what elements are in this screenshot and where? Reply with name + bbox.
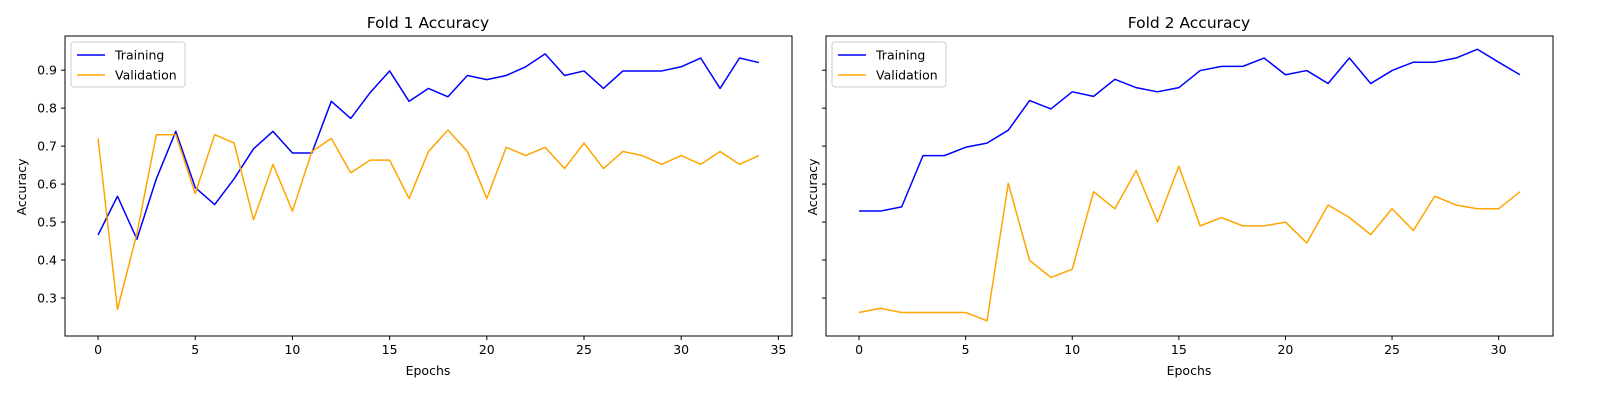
y-tick-label: 0.6	[37, 177, 57, 192]
y-tick-label: 0.3	[37, 291, 57, 306]
legend-label-training: Training	[875, 48, 925, 63]
x-tick-label: 20	[1277, 342, 1293, 357]
legend: Training Validation	[70, 41, 186, 88]
x-tick-label: 10	[1064, 342, 1080, 357]
y-tick-label: 0.8	[37, 101, 57, 116]
legend: Training Validation	[831, 41, 947, 88]
y-tick-label: 0.5	[37, 215, 57, 230]
series-line-validation	[97, 129, 760, 311]
legend-label-training: Training	[114, 48, 164, 63]
x-tick-label: 0	[94, 342, 102, 357]
y-tick-label: 0.9	[37, 63, 57, 78]
x-tick-label: 20	[479, 342, 495, 357]
x-tick-label: 35	[770, 342, 786, 357]
y-tick-label: 0.4	[37, 253, 57, 268]
x-tick-label: 30	[673, 342, 689, 357]
x-tick-label: 0	[855, 342, 863, 357]
legend-label-validation: Validation	[115, 68, 177, 83]
x-tick-label: 15	[382, 342, 398, 357]
x-tick-label: 25	[576, 342, 592, 357]
chart-title: Fold 1 Accuracy	[367, 14, 489, 32]
x-tick-label: 15	[1171, 342, 1187, 357]
chart-panel-fold-1: Fold 1 Accuracy Epochs Accuracy 0 5 10 15 20…	[14, 14, 793, 378]
plot-area: 0 5 10 15 20 25 30 Training Validation	[822, 35, 1554, 357]
x-axis-label: Epochs	[1167, 363, 1212, 378]
legend-label-validation: Validation	[876, 68, 938, 83]
plot-area: 0 5 10 15 20 25 30 35 0.3 0.4 0.5 0.6 0.7 0.8 0.9 Train…	[37, 35, 793, 357]
x-tick-label: 25	[1384, 342, 1400, 357]
x-tick-label: 5	[962, 342, 970, 357]
y-tick-label: 0.7	[37, 139, 57, 154]
axes-frame	[64, 35, 793, 337]
y-axis-label: Accuracy	[805, 158, 820, 216]
series-line-validation	[858, 165, 1521, 322]
chart-title: Fold 2 Accuracy	[1128, 14, 1250, 32]
series-line-training	[859, 48, 1521, 212]
x-tick-label: 10	[284, 342, 300, 357]
x-axis-label: Epochs	[406, 363, 451, 378]
y-axis-label: Accuracy	[14, 158, 29, 216]
axes-frame	[825, 35, 1554, 337]
x-tick-label: 5	[191, 342, 199, 357]
x-tick-label: 30	[1491, 342, 1507, 357]
chart-panel-fold-2: Fold 2 Accuracy Epochs Accuracy 0 5 10 15 20…	[805, 14, 1554, 378]
series-line-training	[97, 53, 760, 240]
